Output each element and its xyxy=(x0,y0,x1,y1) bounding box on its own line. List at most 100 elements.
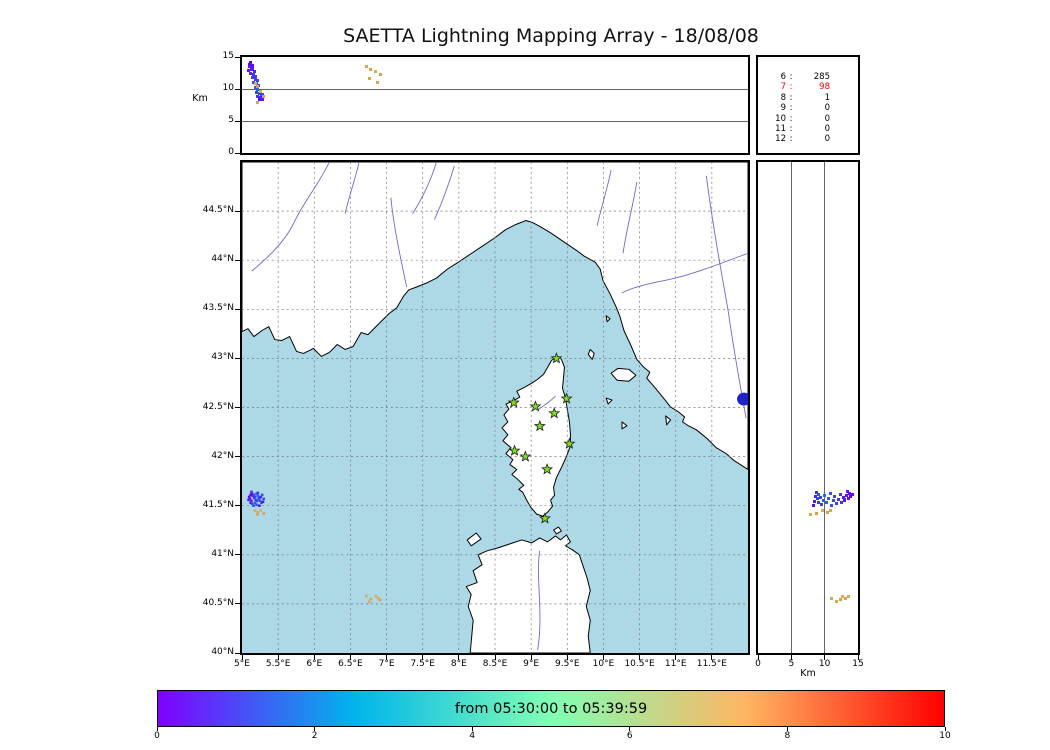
vhf-source-point xyxy=(374,70,378,74)
tick-mark xyxy=(235,152,240,154)
station-count-row: 6: 285 xyxy=(768,72,858,82)
vhf-source-point xyxy=(829,504,833,508)
vhf-source-point xyxy=(259,96,263,100)
tick-mark xyxy=(824,655,826,660)
station-star-marker xyxy=(533,419,546,432)
vhf-source-point xyxy=(813,495,817,499)
vhf-source-point xyxy=(249,68,253,72)
tick-mark xyxy=(235,308,240,310)
vhf-source-point xyxy=(256,95,260,99)
station-count-row: 8: 1 xyxy=(768,93,858,103)
vhf-source-point xyxy=(261,500,265,504)
altitude-tick-label: 0 xyxy=(228,147,234,157)
tick-mark xyxy=(313,655,315,660)
vhf-source-point xyxy=(255,100,259,104)
tick-mark xyxy=(386,655,388,660)
altitude-gridline-vertical xyxy=(824,162,826,653)
colorbar-tick-label: 0 xyxy=(154,731,160,741)
longitude-tick-label: 8°E xyxy=(450,659,467,669)
latitude-tick-label: 44°N xyxy=(211,254,234,265)
vhf-source-point xyxy=(253,501,257,505)
altitude-axis-label: Km xyxy=(192,93,208,104)
time-colorbar: from 05:30:00 to 05:39:59 xyxy=(157,690,945,727)
small-islands xyxy=(466,315,672,547)
vhf-source-point xyxy=(249,65,253,69)
vhf-source-point xyxy=(257,98,261,102)
vhf-source-point xyxy=(247,498,250,502)
island-capraia xyxy=(587,348,595,360)
vhf-source-point xyxy=(258,504,261,507)
vhf-source-point xyxy=(258,499,262,503)
vhf-source-point xyxy=(376,81,380,85)
station-star-markers xyxy=(507,352,576,524)
altitude-latitude-panel xyxy=(756,160,860,655)
station-count-rows: 6: 285 7: 98 8: 1 9: 0 10: 0 11: 0 12: 0 xyxy=(758,57,858,145)
station-number: 11 xyxy=(775,124,786,135)
station-number: 6 xyxy=(780,72,786,82)
vhf-source-point xyxy=(252,493,255,497)
longitude-tick-label: 10°E xyxy=(592,659,615,669)
source-count: 0 xyxy=(824,113,830,124)
tick-mark xyxy=(235,210,240,212)
vhf-source-point xyxy=(250,63,254,67)
vhf-source-points-map xyxy=(247,490,382,604)
vhf-source-point xyxy=(258,496,261,500)
vhf-source-point xyxy=(253,495,257,499)
source-count: 1 xyxy=(824,92,830,103)
altitude-axis-label-bottom: Km xyxy=(800,668,816,679)
altitude-tick-label: 15 xyxy=(222,51,234,61)
vhf-source-point xyxy=(248,497,252,501)
vhf-source-point xyxy=(374,594,378,598)
tick-mark xyxy=(566,655,568,660)
colon: : xyxy=(789,103,793,114)
station-number: 10 xyxy=(775,113,786,124)
island-montecristo xyxy=(621,421,628,430)
island-maddalena xyxy=(553,526,562,535)
island-asinara xyxy=(466,532,482,547)
station-number: 8 xyxy=(780,92,786,103)
tick-mark xyxy=(235,603,240,605)
latitude-tick-label: 40.5°N xyxy=(202,597,234,608)
vhf-source-point xyxy=(256,87,260,91)
tick-mark xyxy=(235,88,240,90)
vhf-source-point xyxy=(829,596,833,600)
latitude-tick-label: 42°N xyxy=(211,450,234,461)
tick-mark xyxy=(639,655,641,660)
station-count-row: 7: 98 xyxy=(768,82,858,92)
latitude-tick-label: 42.5°N xyxy=(202,401,234,412)
tick-mark xyxy=(235,56,240,58)
colorbar-time-range-label: from 05:30:00 to 05:39:59 xyxy=(454,700,648,717)
altitude-gridlines-vertical xyxy=(758,162,858,653)
latitude-tick-label: 44.5°N xyxy=(202,205,234,216)
vhf-source-point xyxy=(259,90,263,94)
source-count: 0 xyxy=(824,124,830,135)
river xyxy=(390,197,408,288)
vhf-source-point xyxy=(844,494,848,498)
altitude-gridlines xyxy=(242,57,748,153)
station-star-marker xyxy=(563,437,576,449)
vhf-source-point xyxy=(250,502,254,506)
map-canvas xyxy=(241,161,751,654)
colorbar-tick-label: 10 xyxy=(939,731,951,741)
tick-mark xyxy=(757,655,759,660)
vhf-source-point xyxy=(255,513,259,516)
tick-mark xyxy=(471,727,473,731)
vhf-source-point xyxy=(364,65,368,69)
vhf-source-point xyxy=(365,594,368,598)
station-number: 9 xyxy=(780,103,786,114)
station-count-panel: 6: 285 7: 98 8: 1 9: 0 10: 0 11: 0 12: 0 xyxy=(756,55,860,155)
island-giglio xyxy=(665,415,672,426)
vhf-source-point xyxy=(256,84,260,88)
vhf-source-point xyxy=(257,91,261,95)
vhf-source-point xyxy=(259,509,263,512)
river xyxy=(537,395,556,411)
latitude-tick-label: 43.5°N xyxy=(202,303,234,314)
vhf-source-point xyxy=(821,499,825,503)
tick-mark xyxy=(675,655,677,660)
vhf-source-point xyxy=(255,499,259,503)
station-star-marker xyxy=(550,352,563,364)
tick-mark xyxy=(458,655,460,660)
tick-mark xyxy=(711,655,713,660)
altitude-tick-label: 10 xyxy=(222,83,234,93)
vhf-source-point xyxy=(253,77,257,81)
